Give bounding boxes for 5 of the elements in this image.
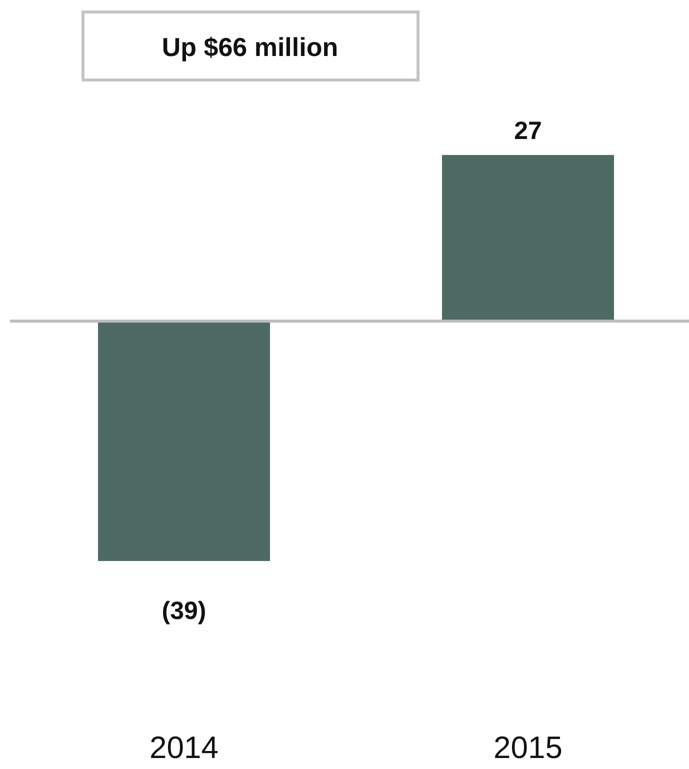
data-label: (39): [162, 597, 206, 625]
text-box: Up $66 million: [82, 10, 420, 82]
data-label: 27: [514, 117, 542, 145]
x-tick-label: 2014: [150, 730, 218, 765]
x-tick-label: 2015: [494, 730, 562, 765]
